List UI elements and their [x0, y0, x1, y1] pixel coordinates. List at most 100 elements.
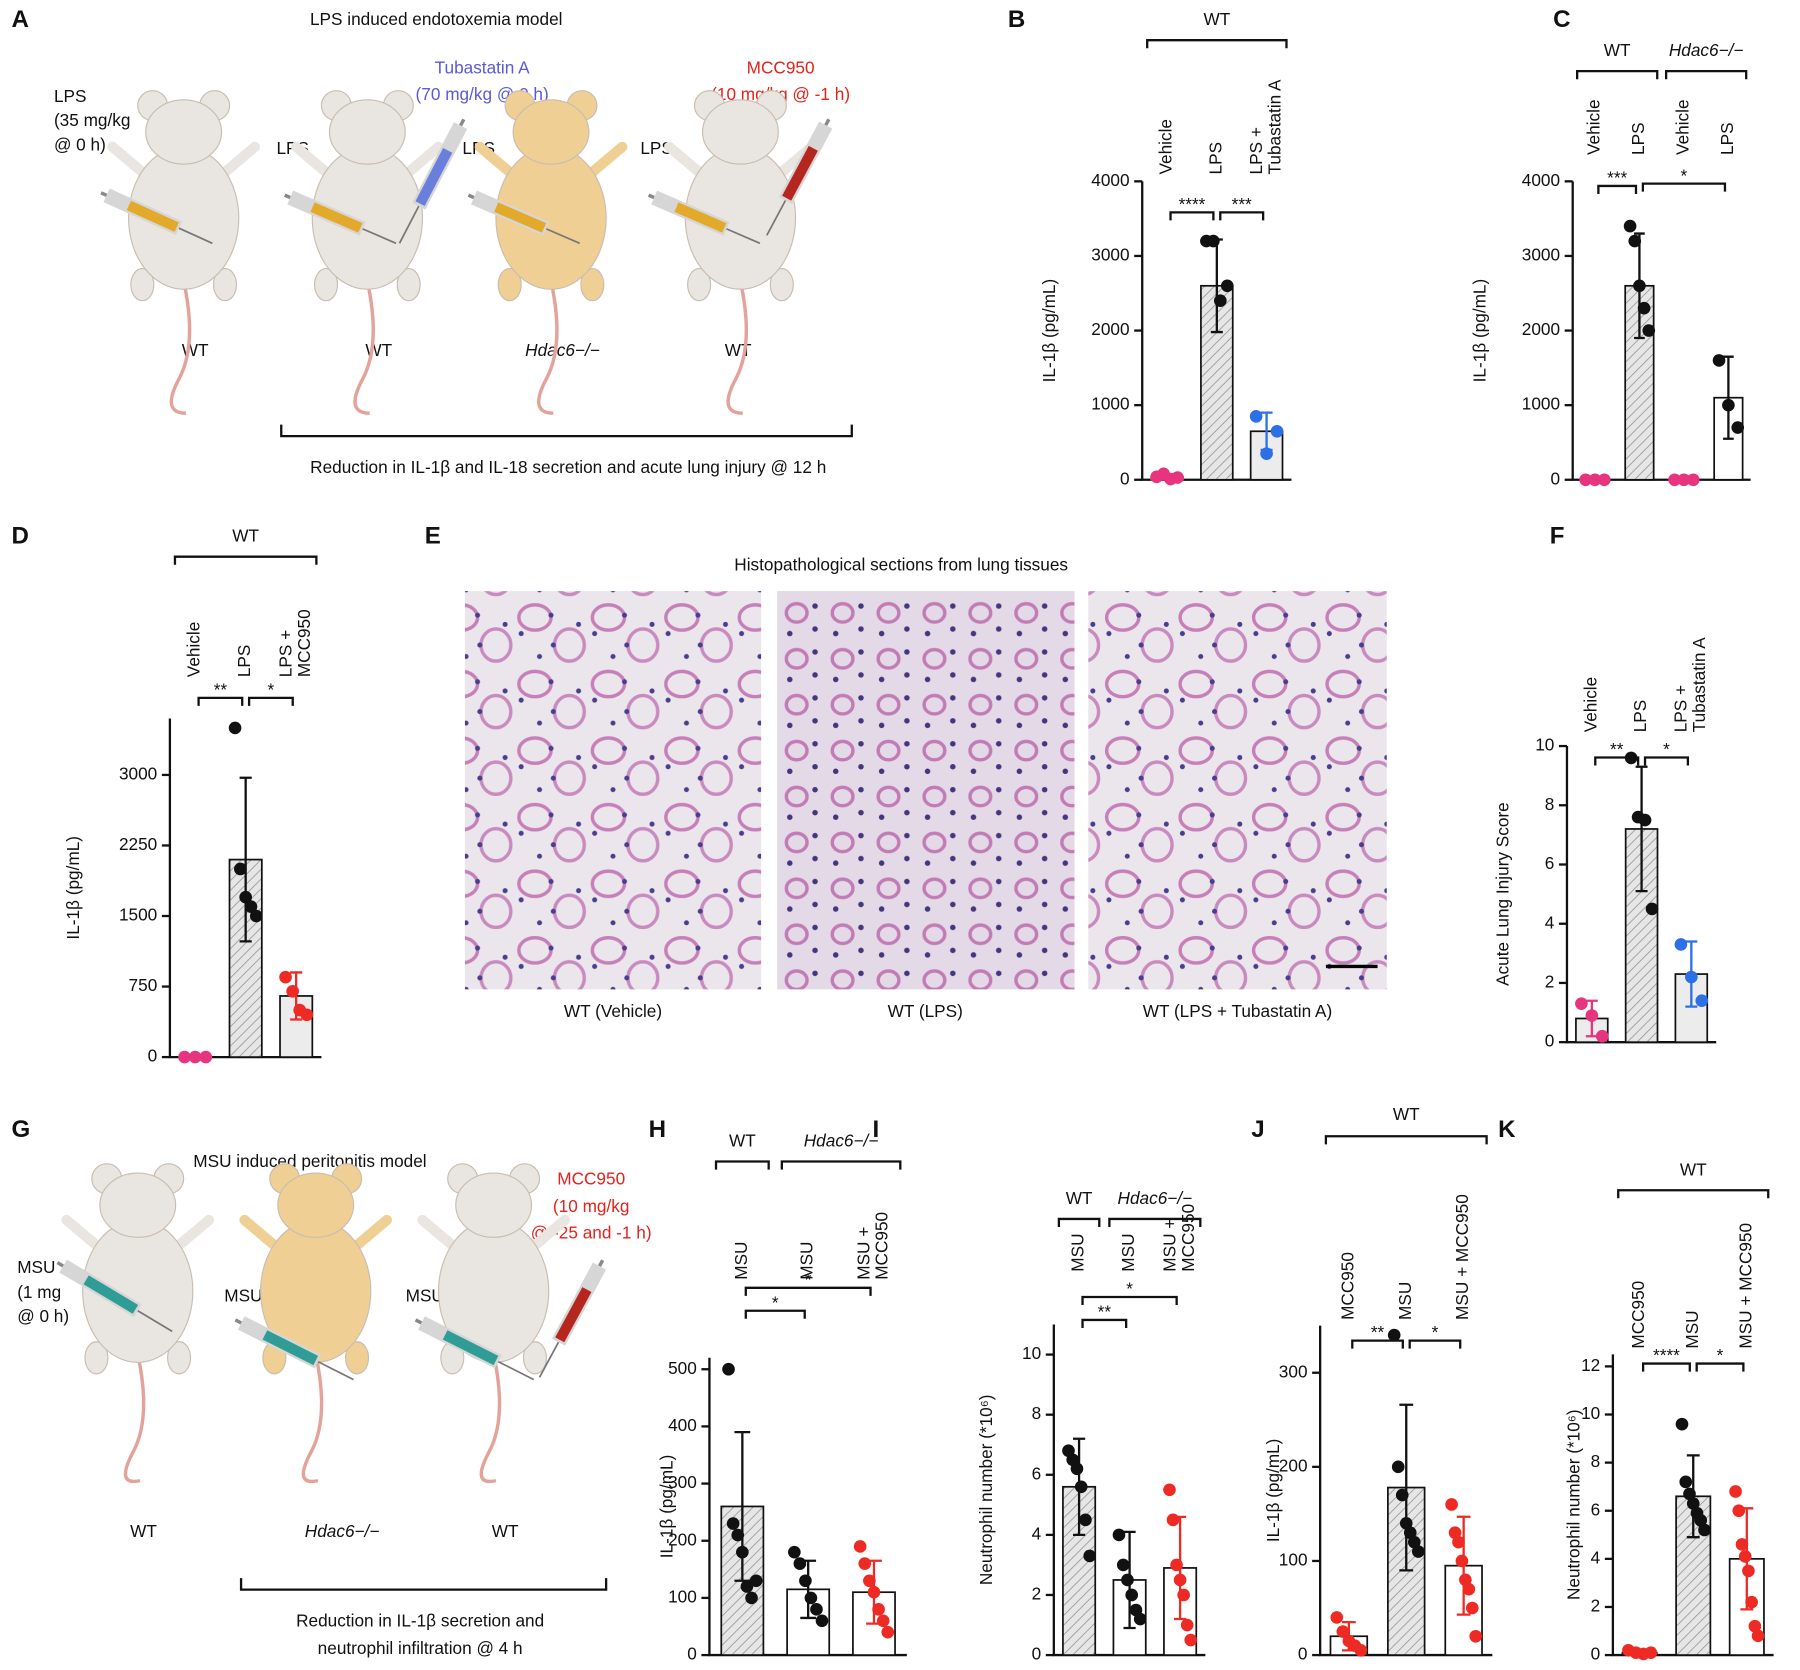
data-point [1675, 1417, 1689, 1431]
group-bracket [1664, 70, 1748, 80]
y-axis-label: Neutrophil number (*10⁶) [976, 1394, 996, 1585]
data-point [1177, 1588, 1190, 1602]
panel-letter: H [649, 1116, 666, 1143]
syringe-plunger [824, 118, 831, 126]
data-point [1597, 473, 1611, 487]
category-label: MCC950 [872, 1212, 892, 1280]
mouse-tail [301, 1353, 324, 1484]
significance-bracket [1081, 1318, 1128, 1328]
syringe-fluid [782, 145, 818, 201]
group-bracket [714, 1160, 770, 1170]
significance-bracket [744, 1309, 806, 1319]
syringe-needle [362, 228, 397, 245]
group-bracket [1108, 1217, 1202, 1227]
category-label: MSU [731, 1242, 751, 1280]
data-point [1644, 1646, 1658, 1659]
category-label: LPS [1205, 142, 1225, 175]
data-point [853, 1540, 867, 1553]
group-bracket [1146, 39, 1288, 49]
syringe-plunger [598, 1259, 605, 1267]
group-label: WT [1066, 1188, 1093, 1208]
data-point [1395, 1488, 1409, 1502]
data-point [1445, 1498, 1458, 1511]
data-point [1695, 994, 1709, 1008]
outcome: neutrophil infiltration @ 4 h [318, 1638, 523, 1658]
data-point [1207, 234, 1220, 248]
syringe-needle [497, 1360, 535, 1381]
syringe-plunger [459, 118, 466, 127]
category-label: MSU [797, 1242, 817, 1280]
y-tick-label: 10 [1581, 1403, 1600, 1423]
syringe-fluid [126, 200, 179, 232]
significance-label: **** [1179, 194, 1206, 214]
y-axis-label: Acute Lung Injury Score [1492, 802, 1512, 986]
significance-bracket [1641, 1362, 1691, 1372]
y-tick-label: 0 [1545, 1031, 1555, 1051]
data-point [722, 1362, 735, 1376]
dose-label: MSU [17, 1257, 55, 1277]
syringe-fluid [442, 1330, 499, 1366]
significance-label: ** [214, 680, 228, 700]
genotype: WT [725, 340, 752, 360]
data-point [279, 970, 292, 984]
y-tick-label: 2250 [119, 834, 157, 854]
data-point [1452, 1535, 1465, 1549]
group-bracket [1576, 70, 1659, 80]
group-bracket [1617, 1189, 1770, 1199]
syringe-needle [398, 205, 420, 244]
data-point [1645, 902, 1659, 916]
mouse-foot [769, 268, 794, 302]
data-point [1698, 1523, 1711, 1537]
panel-letter: A [11, 6, 28, 33]
y-tick-label: 10 [1535, 735, 1554, 755]
mouse-foot [497, 268, 522, 302]
injection-label: MSU [224, 1286, 262, 1306]
significance-bracket [1351, 1339, 1404, 1349]
significance-bracket [1219, 211, 1265, 221]
group-label: Hdac6−/− [1118, 1188, 1193, 1208]
drug-label: (10 mg/kg [553, 1196, 630, 1216]
drug-label: Tubastatin A [435, 57, 531, 77]
drug-label: MCC950 [747, 57, 815, 77]
y-tick-label: 4 [1591, 1547, 1601, 1567]
caption: WT (LPS + Tubastatin A) [1143, 1001, 1333, 1021]
injection-label: MSU [406, 1286, 444, 1306]
y-tick-label: 3000 [1522, 244, 1560, 264]
mouse-tail [537, 280, 559, 415]
data-point [1668, 473, 1681, 487]
data-point [1585, 1009, 1599, 1022]
y-tick-label: 10 [1022, 1343, 1041, 1363]
mouse-foot [84, 1341, 109, 1375]
data-point [188, 1050, 202, 1064]
significance-label: * [268, 680, 275, 700]
group-label: WT [729, 1131, 756, 1151]
syringe-plunger [234, 1318, 243, 1325]
data-point [1637, 301, 1651, 315]
panel-letter: J [1251, 1116, 1264, 1143]
y-tick-label: 4 [1545, 912, 1555, 932]
data-point [867, 1585, 881, 1599]
caption: WT (Vehicle) [564, 1001, 662, 1021]
y-axis-label: IL-1β (pg/mL) [657, 1455, 677, 1559]
y-axis-label: Neutrophil number (*10⁶) [1564, 1409, 1584, 1600]
panel-letter: G [11, 1116, 30, 1143]
error-bar [1723, 355, 1734, 440]
syringe-needle [726, 228, 761, 245]
y-tick-label: 8 [1032, 1403, 1042, 1423]
mouse-tail [726, 280, 749, 415]
syringe-plunger [100, 191, 108, 197]
syringe-plunger [647, 193, 655, 200]
panel-letter: B [1008, 6, 1025, 33]
data-point [1407, 1535, 1421, 1549]
data-point [1121, 1573, 1134, 1587]
data-point [793, 1557, 807, 1570]
data-point [1685, 970, 1698, 984]
bar [1624, 284, 1655, 481]
data-point [1260, 447, 1273, 460]
y-tick-label: 0 [1591, 1644, 1601, 1664]
syringe-needle [317, 1360, 354, 1381]
data-point [1686, 473, 1700, 487]
data-point [1638, 813, 1652, 827]
category-label: MSU + [853, 1227, 873, 1280]
